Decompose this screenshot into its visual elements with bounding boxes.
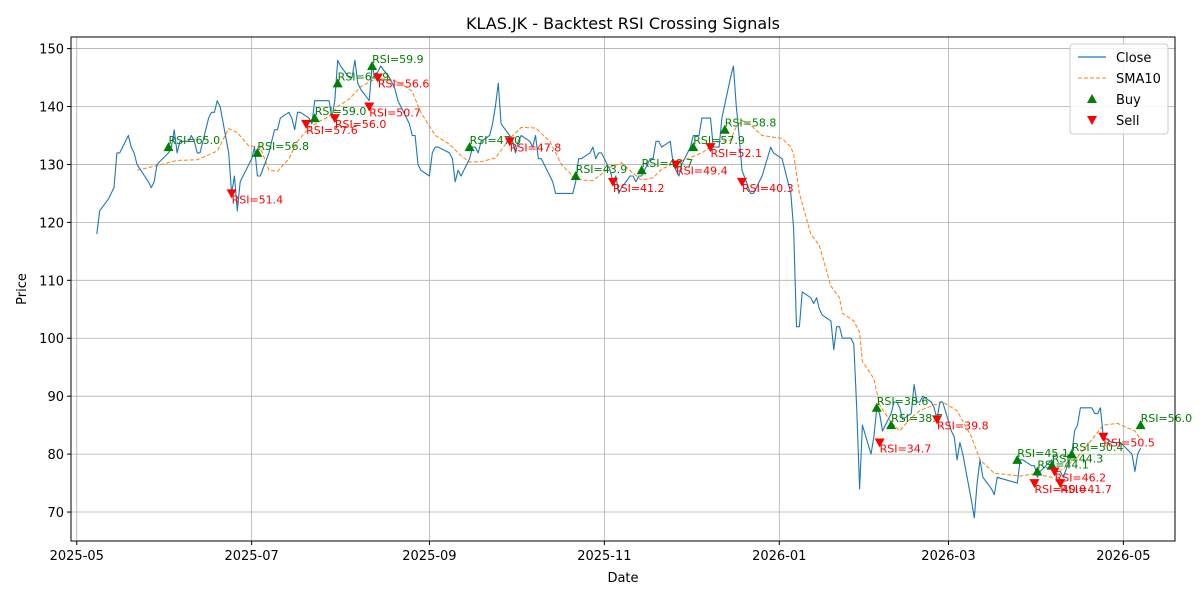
sma10-series	[136, 78, 1142, 478]
buy-marker	[1012, 454, 1023, 464]
buy-marker	[570, 171, 581, 181]
buy-marker	[163, 142, 174, 152]
buy-marker	[688, 142, 699, 152]
buy-rsi-label: RSI=44.3	[1052, 453, 1104, 466]
sell-marker	[1049, 467, 1060, 477]
buy-rsi-label: RSI=57.9	[693, 134, 745, 147]
sell-rsi-label: RSI=40.3	[742, 182, 794, 195]
buy-marker	[719, 124, 730, 134]
sell-rsi-label: RSI=41.7	[1060, 483, 1112, 496]
plot-frame	[70, 36, 1176, 542]
buy-rsi-label: RSI=65.0	[168, 134, 220, 147]
sma10-line	[136, 78, 1142, 478]
y-tick-label: 80	[47, 448, 64, 463]
sell-rsi-label: RSI=56.6	[378, 78, 430, 91]
sell-rsi-label: RSI=47.8	[510, 141, 562, 154]
x-tick-label: 2026-05	[1096, 549, 1150, 564]
sell-marker	[226, 189, 237, 199]
x-tick-label: 2026-01	[752, 549, 806, 564]
sell-marker	[874, 438, 885, 448]
buy-marker	[871, 402, 882, 412]
x-tick-label: 2026-03	[921, 549, 975, 564]
y-tick-label: 120	[39, 216, 64, 231]
buy-rsi-label: RSI=59.0	[315, 105, 367, 118]
sell-rsi-label: RSI=34.7	[880, 443, 932, 456]
x-tick-label: 2025-11	[577, 549, 631, 564]
legend-buy-swatch	[1087, 94, 1097, 103]
sell-rsi-label: RSI=51.4	[232, 193, 284, 206]
sell-marker	[364, 102, 375, 112]
x-tick-label: 2025-07	[224, 549, 278, 564]
buy-marker	[332, 78, 343, 88]
buy-marker	[636, 165, 647, 175]
y-tick-label: 130	[39, 158, 64, 173]
axis-ticks: 2025-05 2025-07 2025-09 2025-11 2026-01 2026-…	[39, 43, 1150, 564]
buy-rsi-label: RSI=58.8	[725, 117, 777, 130]
legend-sell-swatch	[1087, 116, 1097, 125]
sell-rsi-label: RSI=50.5	[1103, 437, 1155, 450]
buy-rsi-label: RSI=50.4	[1072, 441, 1124, 454]
sell-marker	[372, 73, 383, 83]
sell-marker	[607, 177, 618, 187]
sell-rsi-label: RSI=57.6	[306, 124, 358, 137]
sell-marker	[329, 114, 340, 124]
legend-label-buy: Buy	[1116, 93, 1141, 108]
sell-marker	[1029, 479, 1040, 489]
x-axis-label: Date	[607, 571, 638, 586]
buy-marker	[252, 147, 263, 157]
y-tick-label: 100	[39, 332, 64, 347]
y-axis-label: Price	[15, 273, 30, 305]
legend-label-sell: Sell	[1116, 114, 1139, 129]
x-tick-label: 2025-09	[402, 549, 456, 564]
legend-box	[1069, 43, 1169, 135]
sell-rsi-label: RSI=40.0	[1034, 483, 1086, 496]
sell-marker	[504, 137, 515, 147]
signal-markers: RSI=65.0 RSI=56.8RSI=59.0RSI=64.9RSI=59.9…	[163, 53, 1192, 496]
sell-marker	[671, 160, 682, 170]
buy-marker	[1066, 449, 1077, 459]
sell-rsi-label: RSI=39.8	[937, 419, 989, 432]
sell-marker	[1055, 479, 1066, 489]
y-tick-label: 90	[47, 390, 64, 405]
sell-rsi-label: RSI=52.1	[710, 147, 762, 160]
buy-marker	[886, 420, 897, 430]
legend-label-sma: SMA10	[1116, 72, 1161, 87]
sell-rsi-label: RSI=56.0	[335, 118, 387, 131]
buy-marker	[367, 60, 378, 70]
buy-rsi-label: RSI=38.7	[891, 412, 943, 425]
sell-marker	[737, 177, 748, 187]
legend: Close SMA10 Buy Sell	[1069, 43, 1169, 135]
sell-rsi-label: RSI=49.4	[676, 164, 728, 177]
x-tick-label: 2025-05	[50, 549, 104, 564]
buy-marker	[464, 142, 475, 152]
legend-label-close: Close	[1116, 51, 1151, 66]
buy-marker	[309, 113, 320, 123]
chart-title: KLAS.JK - Backtest RSI Crossing Signals	[466, 14, 780, 33]
buy-marker	[1046, 460, 1057, 470]
sell-rsi-label: RSI=46.2	[1055, 471, 1107, 484]
y-tick-label: 150	[39, 43, 64, 58]
buy-rsi-label: RSI=43.9	[576, 163, 628, 176]
sell-marker	[931, 415, 942, 425]
buy-rsi-label: RSI=56.8	[257, 140, 309, 153]
sell-marker	[1098, 432, 1109, 442]
buy-rsi-label: RSI=56.0	[1141, 412, 1193, 425]
sell-rsi-label: RSI=50.7	[369, 107, 421, 120]
sell-marker	[705, 143, 716, 153]
y-tick-label: 70	[47, 506, 64, 521]
sell-rsi-label: RSI=41.2	[613, 182, 665, 195]
buy-marker	[1032, 466, 1043, 476]
buy-rsi-label: RSI=38.6	[877, 395, 929, 408]
buy-rsi-label: RSI=45.1	[1017, 447, 1069, 460]
y-tick-label: 140	[39, 101, 64, 116]
buy-marker	[1135, 420, 1146, 430]
y-tick-label: 110	[39, 274, 64, 289]
buy-rsi-label: RSI=59.9	[372, 53, 424, 66]
sell-marker	[301, 119, 312, 129]
